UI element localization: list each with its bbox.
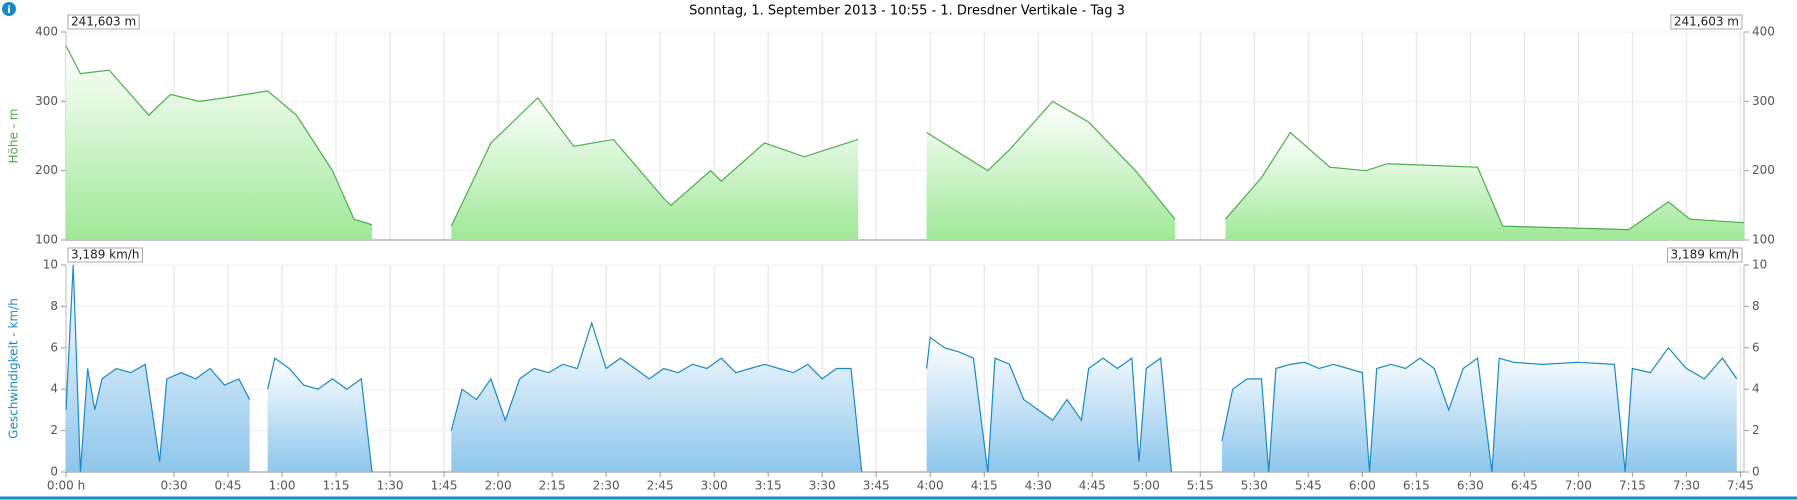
chart-title: Sonntag, 1. September 2013 - 10:55 - 1. … [689, 4, 1125, 19]
y-axis-title: Geschwindigkeit - km/h [7, 298, 21, 439]
line [1221, 346, 1738, 473]
x-tick-label: 6:00 [1349, 479, 1376, 493]
x-tick-label: 5:45 [1295, 479, 1322, 493]
area [66, 265, 250, 472]
cursor-label-box [67, 247, 143, 263]
x-tick-label: 1:00 [269, 479, 296, 493]
x-tick-label: 0:30 [161, 479, 188, 493]
area [1225, 132, 1744, 240]
info-icon[interactable] [2, 2, 16, 16]
x-tick-label: 3:15 [755, 479, 782, 493]
x-tick-label: 2:00 [485, 479, 512, 493]
x-tick-label: 7:00 [1565, 479, 1592, 493]
y-axis-title: Höhe - m [7, 108, 21, 163]
x-tick-label: 1:45 [431, 479, 458, 493]
cursor-label: 241,603 m [71, 15, 136, 29]
y-tick-label: 200 [35, 163, 58, 177]
y-tick-label: 6 [50, 340, 58, 354]
x-tick-label: 7:45 [1727, 479, 1754, 493]
info-icon-glyph: i [7, 5, 10, 16]
x-tick-label: 4:15 [971, 479, 998, 493]
line [1225, 131, 1745, 231]
x-tick-label: 4:00 [917, 479, 944, 493]
line [65, 264, 251, 473]
y2-tick-label: 200 [1752, 163, 1775, 177]
y2-tick-label: 0 [1752, 465, 1760, 479]
x-tick-label: 7:30 [1673, 479, 1700, 493]
x-tick-label: 0:45 [215, 479, 242, 493]
y2-tick-label: 10 [1752, 258, 1767, 272]
y2-tick-label: 400 [1752, 25, 1775, 39]
x-tick-label: 4:45 [1079, 479, 1106, 493]
line [926, 336, 1173, 473]
area [926, 337, 1172, 472]
line [267, 357, 373, 473]
cursor-label-box [1667, 247, 1743, 263]
y-tick-label: 10 [43, 258, 58, 272]
area [1221, 347, 1737, 472]
area [451, 97, 859, 240]
x-tick-label: 1:30 [377, 479, 404, 493]
y-tick-label: 8 [50, 299, 58, 313]
x-tick-label: 6:30 [1457, 479, 1484, 493]
x-tick-label: 2:45 [647, 479, 674, 493]
y2-tick-label: 8 [1752, 299, 1760, 313]
x-tick-label: 5:30 [1241, 479, 1268, 493]
x-tick-label: 5:15 [1187, 479, 1214, 493]
area [451, 322, 862, 472]
y-tick-label: 4 [50, 382, 58, 396]
x-tick-label: 6:45 [1511, 479, 1538, 493]
y-tick-label: 400 [35, 25, 58, 39]
y-tick-label: 2 [50, 423, 58, 437]
y2-tick-label: 6 [1752, 340, 1760, 354]
area [66, 45, 373, 240]
x-tick-label: 2:30 [593, 479, 620, 493]
x-tick-label: 3:45 [863, 479, 890, 493]
x-tick-label: 0:00 h [47, 479, 85, 493]
cursor-label: 3,189 km/h [1671, 248, 1739, 262]
y-tick-label: 100 [35, 233, 58, 247]
line [65, 45, 373, 226]
cursor-label-box [1670, 14, 1743, 30]
y2-tick-label: 100 [1752, 233, 1775, 247]
y2-tick-label: 300 [1752, 94, 1775, 108]
x-tick-label: 3:00 [701, 479, 728, 493]
cursor-label: 3,189 km/h [71, 248, 139, 262]
y2-tick-label: 2 [1752, 423, 1760, 437]
x-tick-label: 1:15 [323, 479, 350, 493]
x-tick-label: 7:15 [1619, 479, 1646, 493]
y-tick-label: 0 [50, 465, 58, 479]
x-tick-label: 5:00 [1133, 479, 1160, 493]
cursor-label: 241,603 m [1674, 15, 1739, 29]
x-tick-label: 6:15 [1403, 479, 1430, 493]
x-tick-label: 3:30 [809, 479, 836, 493]
area [926, 101, 1176, 240]
x-tick-label: 4:30 [1025, 479, 1052, 493]
line [450, 96, 859, 227]
cursor-label-box [67, 14, 140, 30]
y-tick-label: 300 [35, 94, 58, 108]
line [926, 100, 1176, 220]
x-tick-label: 2:15 [539, 479, 566, 493]
area [267, 358, 373, 472]
line [450, 320, 863, 473]
y2-tick-label: 4 [1752, 382, 1760, 396]
